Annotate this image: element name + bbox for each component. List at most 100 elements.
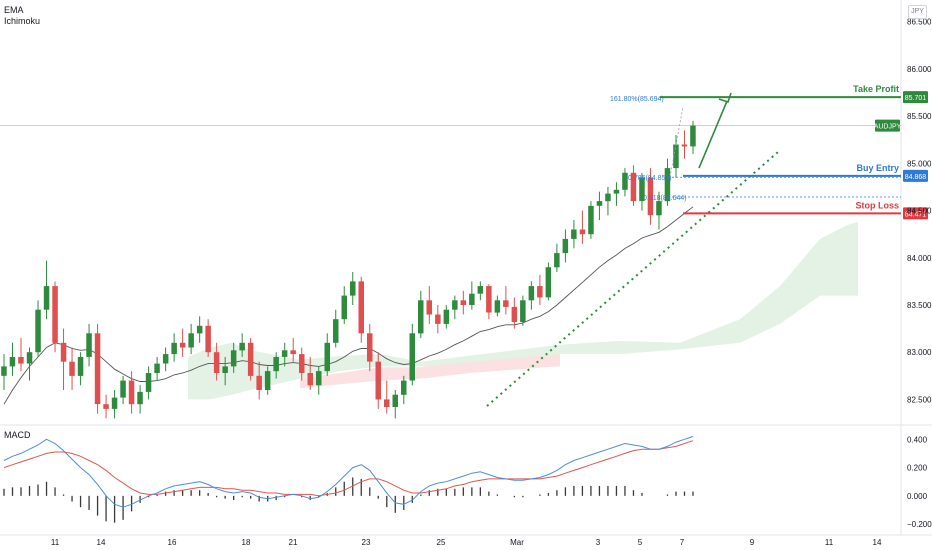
candle	[341, 286, 347, 324]
candle-body	[205, 325, 211, 353]
candle-body	[9, 357, 16, 367]
time-axis-tick-label: 9	[750, 538, 755, 547]
candle	[239, 333, 245, 357]
candle	[486, 284, 492, 320]
candle	[392, 390, 398, 419]
macd-indicator-label[interactable]: MACD	[4, 430, 31, 440]
price-axis-tick-label: 83.000	[907, 348, 932, 357]
candle	[571, 220, 577, 249]
candle	[613, 182, 620, 206]
buy-entry-label: Buy Entry	[856, 163, 899, 173]
candle	[256, 361, 262, 400]
price-axis-tick-label: 86.000	[907, 65, 932, 74]
candle	[537, 274, 543, 306]
candle-body	[137, 391, 143, 405]
candle-body	[86, 333, 92, 357]
candle-body	[494, 300, 501, 313]
candle	[290, 338, 296, 362]
candle	[273, 352, 279, 379]
time-axis-tick-label: 11	[825, 538, 834, 547]
candle-body	[52, 286, 58, 343]
time-axis-tick-label: 18	[242, 538, 251, 547]
candle	[94, 323, 101, 414]
candle	[188, 323, 194, 355]
candle-body	[196, 325, 203, 334]
candle	[230, 342, 237, 374]
ema-line	[3, 206, 694, 405]
candle-body	[222, 366, 228, 373]
take-profit-price-text: 85.701	[905, 95, 927, 102]
candle	[120, 375, 126, 405]
candle-body	[486, 286, 492, 313]
candle	[162, 347, 169, 372]
macd-axis-tick-label: 0.400	[907, 435, 928, 444]
candle	[562, 229, 569, 263]
candle-body	[188, 333, 194, 348]
candle	[622, 168, 628, 197]
candle-body	[299, 354, 305, 373]
candle	[86, 323, 92, 367]
candle-body	[35, 309, 41, 353]
candle	[690, 120, 696, 154]
time-axis-tick-label: Mar	[510, 538, 524, 547]
candle-body	[426, 300, 432, 315]
ichimoku-indicator-label[interactable]: Ichimoku	[4, 16, 41, 26]
candle	[579, 210, 586, 244]
candle	[426, 286, 432, 324]
candle	[477, 281, 484, 301]
candle	[247, 338, 254, 381]
candle-body	[316, 371, 322, 386]
candle	[520, 295, 526, 326]
candle-body	[528, 286, 535, 301]
macd-axis-tick-label: 0.200	[907, 464, 928, 473]
candle-body	[452, 300, 458, 310]
candle-body	[681, 144, 688, 147]
candle-body	[350, 281, 356, 296]
candle	[435, 305, 441, 334]
candle	[264, 366, 271, 395]
candle	[333, 309, 339, 348]
price-axis-tick-label: 84.000	[907, 254, 932, 263]
ichimoku-cloud-green	[188, 221, 858, 400]
symbol-tag-text: AUDJPY	[874, 124, 902, 131]
fib-1618-label: 161.80%(85.694)	[610, 96, 664, 103]
fib-0618-label: 0.618(84.644)	[643, 195, 687, 202]
candle-body	[571, 229, 577, 239]
candle	[35, 300, 41, 357]
candle	[60, 328, 67, 391]
time-axis-tick-label: 23	[362, 538, 371, 547]
candle-body	[154, 363, 160, 373]
candle	[469, 281, 475, 310]
currency-button[interactable]: JPY	[908, 5, 927, 19]
candle	[179, 328, 186, 357]
price-axis-tick-label: 86.500	[907, 18, 932, 27]
macd-axis-tick-label: −0.200	[907, 520, 932, 529]
time-axis-tick-label: 11	[51, 538, 60, 547]
time-axis-tick-label: 5	[638, 538, 643, 547]
price-axis-tick-label: 85.500	[907, 112, 932, 121]
time-axis-tick-label: 21	[289, 538, 298, 547]
candle	[77, 352, 84, 386]
time-axis-tick-label: 3	[596, 538, 601, 547]
candle-body	[418, 300, 424, 334]
candle-body	[409, 333, 415, 381]
candle-body	[401, 380, 407, 395]
candle-body	[554, 253, 560, 268]
time-axis-tick-label: 25	[437, 538, 446, 547]
candle	[554, 243, 560, 272]
candle-body	[639, 177, 645, 202]
take-profit-label: Take Profit	[853, 84, 899, 94]
candle	[307, 356, 313, 391]
candle	[171, 333, 177, 362]
candle	[503, 286, 509, 315]
candle-body	[179, 342, 186, 348]
price-axis-tick-label: 82.500	[907, 395, 932, 404]
macd-line	[3, 436, 694, 508]
candle	[588, 201, 594, 239]
candle	[69, 347, 75, 391]
candle	[673, 135, 679, 178]
ema-indicator-label[interactable]: EMA	[4, 5, 24, 15]
candle-body	[247, 342, 254, 376]
candle	[128, 371, 135, 414]
